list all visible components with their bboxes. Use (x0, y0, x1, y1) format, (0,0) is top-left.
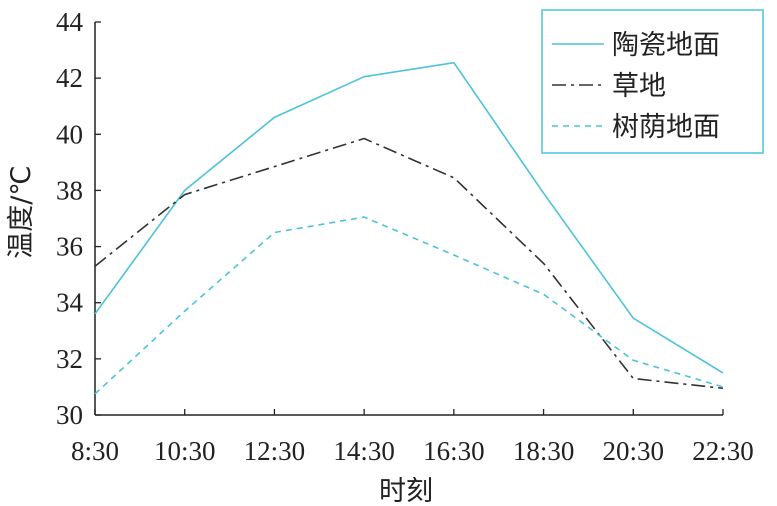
series-line-3 (94, 216, 724, 395)
x-tick-label: 14:30 (333, 436, 395, 466)
y-tick-label: 30 (56, 400, 83, 430)
x-tick-label: 16:30 (423, 436, 485, 466)
legend-label-2: 草地 (612, 71, 666, 102)
y-tick-label: 34 (56, 288, 84, 318)
legend-box (541, 9, 764, 154)
y-tick-label: 44 (56, 7, 84, 37)
y-tick-label: 42 (56, 63, 83, 93)
x-tick-label: 18:30 (513, 436, 575, 466)
x-tick-label: 10:30 (154, 436, 216, 466)
x-axis-title: 时刻 (379, 476, 433, 506)
legend-label-1: 陶瓷地面 (612, 30, 720, 61)
x-tick-label: 22:30 (692, 436, 754, 466)
series-lines (94, 61, 724, 395)
legend-label-3: 树荫地面 (612, 112, 720, 143)
series-line-1 (94, 61, 724, 374)
y-axis-title: 温度/℃ (6, 165, 37, 258)
x-tick-label: 12:30 (244, 436, 306, 466)
y-tick-label: 36 (56, 232, 83, 262)
y-tick-label: 40 (56, 119, 83, 149)
x-tick-label: 20:30 (603, 436, 665, 466)
series-line-2 (94, 137, 724, 390)
y-tick-label: 38 (56, 175, 83, 205)
axes: 30 32 34 36 38 40 42 44 8:30 10:30 12:30 14:30 16:30… (56, 7, 754, 466)
y-tick-label: 32 (56, 344, 83, 374)
x-tick-label: 8:30 (71, 436, 119, 466)
